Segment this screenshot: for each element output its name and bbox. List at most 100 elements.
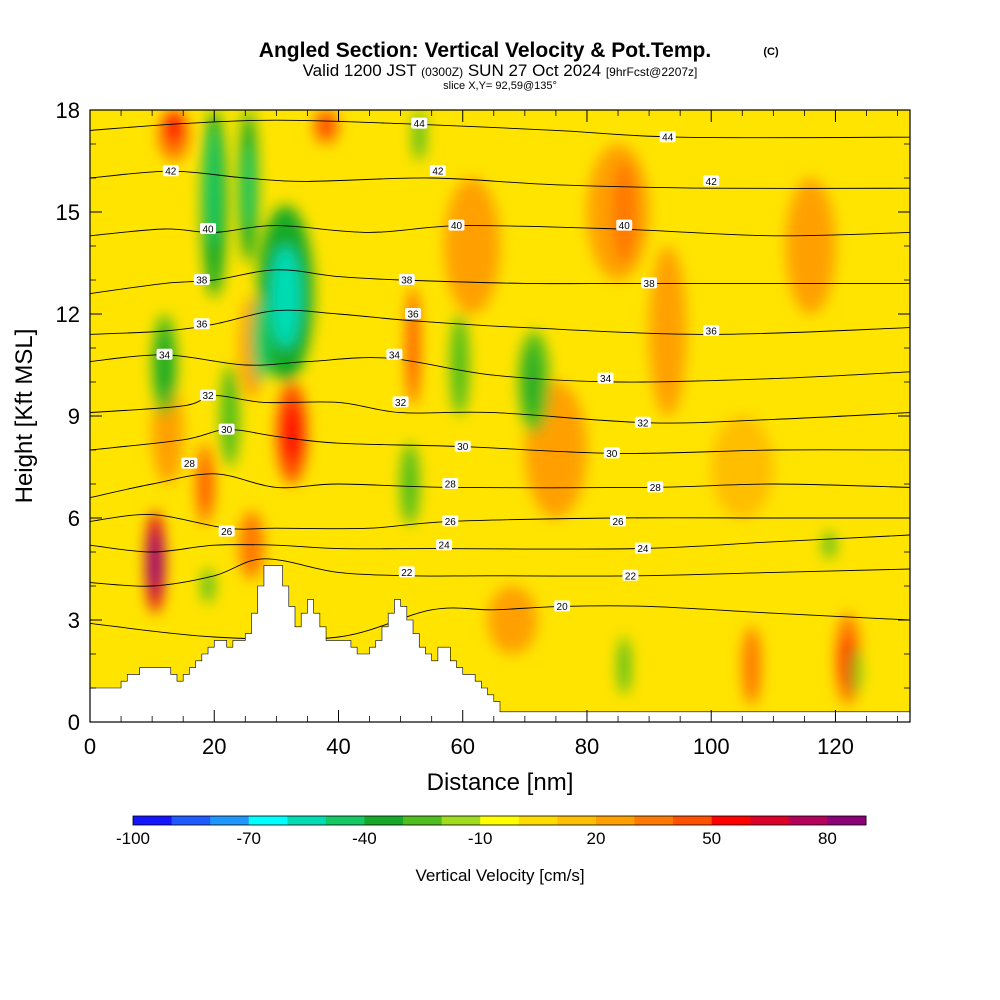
x-axis-ticks: 0 20 40 60 80 100 120 [84,110,854,759]
velocity-cell [204,127,221,246]
contour-label-text: 32 [395,398,407,409]
x-axis-label: Distance [nm] [427,769,574,796]
valid-prefix: Valid 1200 JST [303,61,417,80]
velocity-cell [618,637,631,695]
contour-label-bg [411,117,428,129]
velocity-cell [450,314,469,416]
y-tick-label: 0 [68,710,80,735]
contour-label-text: 24 [439,541,451,552]
colorbar-tick-label: 50 [702,829,721,848]
contour-label-bg [703,175,720,187]
contour-label-text: 44 [662,133,674,144]
velocity-cell [406,286,420,406]
theta-contour-label: 36 [703,325,720,338]
contour-label-text: 34 [389,350,401,361]
velocity-cell [251,297,271,382]
contour-label-text: 28 [650,483,662,494]
colorbar-tick-label: -40 [352,829,377,848]
contour-label-text: 42 [165,167,177,178]
theta-contour-label: 24 [436,539,453,552]
contour-label-bg [442,515,459,527]
x-tick-label: 20 [202,734,226,759]
theta-contour-label: 44 [411,117,428,130]
colorbar-segment [673,816,713,825]
theta-contour-label: 40 [616,219,633,232]
theta-contour-label: 22 [398,566,415,579]
y-tick-label: 18 [56,98,80,123]
velocity-cell [850,647,861,695]
contour-label-bg [193,274,210,285]
colorbar-segment [210,816,250,825]
valid-utc: (0300Z) [421,65,463,79]
contour-label-text: 44 [414,119,426,130]
contour-label-text: 26 [221,527,233,538]
theta-contour-label: 30 [218,423,235,436]
contour-label-bg [634,542,651,554]
velocity-cell [220,365,240,467]
contour-label-text: 38 [196,276,208,287]
contour-label-bg [398,274,415,285]
terrain [90,565,910,722]
contour-label-bg [398,566,415,578]
contour-label-bg [597,372,614,384]
colorbar-segment [325,816,365,825]
x-tick-label: 40 [326,734,350,759]
velocity-cell [164,110,184,144]
contour-label-bg [405,308,422,319]
theta-contour-line [90,269,910,295]
contour-label-text: 42 [432,167,444,178]
colorbar-segment [634,816,674,825]
theta-contour-label: 20 [554,600,571,613]
theta-contour-label: 26 [218,525,235,538]
contour-label-text: 28 [184,459,196,470]
forecast-tag: [9hrFcst@2207z] [606,65,698,79]
contour-label-bg [392,396,409,408]
contour-label-bg [703,325,720,336]
x-tick-label: 60 [450,734,474,759]
x-tick-label: 0 [84,734,96,759]
theta-contour-label: 28 [181,457,198,470]
colorbar-segment [441,816,481,825]
x-tick-label: 80 [575,734,599,759]
theta-contour-label: 34 [597,372,614,385]
contour-label-text: 40 [451,221,463,232]
contour-label-text: 30 [457,442,469,453]
theta-contour-label: 42 [162,165,179,178]
theta-contour-label: 32 [634,416,651,429]
velocity-cell [711,416,774,518]
theta-contour-labels: 44 44 42 42 42 40 40 40 38 38 38 36 36 36 34 34 34 32 32 32… [156,117,720,613]
theta-contour-label: 42 [429,165,446,178]
contour-label-bg [634,416,651,428]
velocity-cell [611,161,637,263]
colorbar-segment [403,816,443,825]
contour-label-bg [647,481,664,493]
velocity-cell [785,178,836,314]
colorbar-segment [557,816,597,825]
contour-label-bg [162,165,179,177]
x-tick-label: 120 [817,734,854,759]
contour-label-bg [448,219,465,231]
theta-contour-line [90,225,910,237]
colorbar [132,815,867,826]
velocity-cell [239,511,264,580]
contour-label-bg [554,600,571,612]
theta-contour-label: 34 [386,348,403,361]
y-axis-label: Height [Kft MSL] [11,329,38,504]
theta-contour-label: 26 [610,515,627,528]
contour-label-bg [641,277,658,289]
colorbar-segment [750,816,790,825]
contour-label-bg [429,165,446,177]
contour-label-bg [616,219,633,231]
colorbar-tick-label: -10 [468,829,493,848]
contour-label-text: 22 [625,571,637,582]
contour-label-text: 36 [407,310,419,321]
velocity-cell [742,626,761,706]
contour-label-text: 30 [221,425,233,436]
velocity-cell [282,402,302,464]
theta-contour-label: 22 [622,569,639,582]
theta-contour-label: 38 [641,277,658,290]
colorbar-frame [132,815,867,826]
y-tick-label: 12 [56,302,80,327]
